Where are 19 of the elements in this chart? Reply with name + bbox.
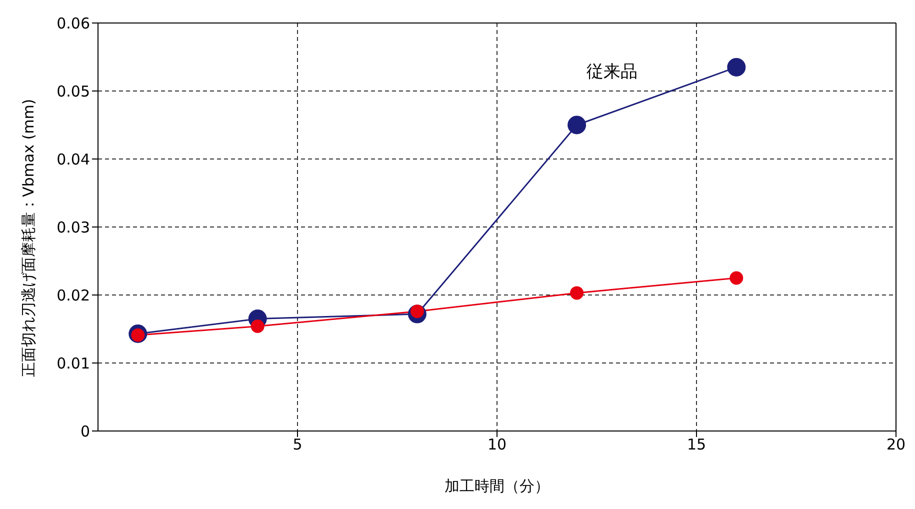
point: [730, 271, 744, 285]
y-tick-label: 0.04: [56, 150, 90, 168]
y-tick-label: 0.02: [56, 286, 90, 304]
y-tick-label: 0.05: [56, 82, 90, 100]
point: [727, 58, 746, 76]
x-tick-label: 5: [292, 436, 302, 454]
point: [250, 320, 264, 334]
y-axis-title: 正面切れ刃逃げ面摩耗量：Vbmax (mm): [19, 98, 38, 377]
x-axis-title: 加工時間（分）: [444, 477, 550, 495]
series-label: 従来品: [586, 62, 638, 82]
x-tick-label: 10: [487, 436, 507, 454]
point: [568, 116, 586, 134]
y-tick-label: 0.01: [56, 354, 90, 372]
x-tick-label: 20: [886, 436, 906, 454]
y-tick-label: 0.06: [56, 14, 90, 32]
point: [570, 286, 584, 300]
x-tick-label: 15: [686, 436, 706, 454]
y-tick-label: 0.03: [56, 218, 90, 236]
y-tick-label: 0: [80, 422, 90, 440]
